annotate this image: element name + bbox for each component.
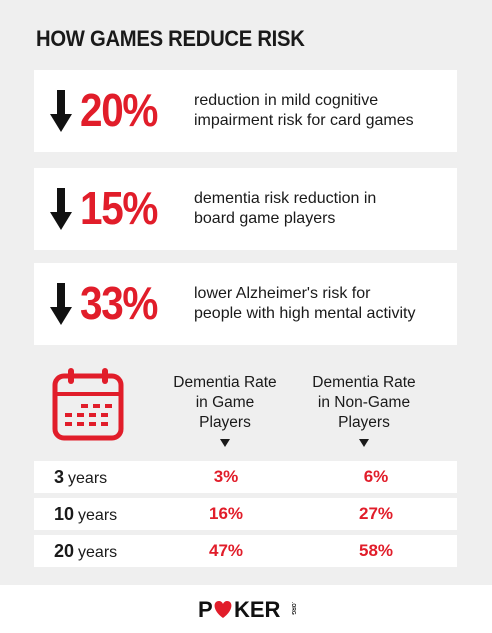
poker-org-logo[interactable]: P KER .ORG (0, 596, 492, 622)
column-header-line: Dementia Rate (312, 374, 416, 391)
logo-suffix: .ORG (290, 602, 296, 615)
page-title: HOW GAMES REDUCE RISK (36, 26, 305, 51)
stat-description-line: impairment risk for card games (194, 112, 414, 129)
cell-non-game-rate: 58% (358, 541, 394, 560)
stat-card-cognitive: 20% reduction in mild cognitive impairme… (34, 70, 457, 152)
row-period-unit: years (68, 470, 108, 487)
cell-non-game-rate: 6% (363, 467, 389, 486)
column-header-line: Players (338, 414, 390, 431)
infographic-panel: HOW GAMES REDUCE RISK 20% reduction in m… (0, 0, 492, 585)
stat-value: 20% (80, 84, 158, 136)
logo-mark: P KER .ORG (198, 597, 296, 622)
triangle-down-icon (220, 439, 230, 447)
stat-description-line: reduction in mild cognitive (194, 92, 379, 109)
column-header-non-game-players: Dementia Rate in Non-Game Players (289, 373, 439, 447)
column-header-game-players: Dementia Rate in Game Players (150, 373, 300, 447)
row-period-number: 3 (54, 467, 65, 487)
row-period: 3 years (54, 467, 107, 489)
column-header-line: in Game (195, 394, 255, 411)
stat-value: 33% (80, 277, 158, 329)
stat-description-line: board game players (194, 210, 336, 227)
cell-non-game-rate: 27% (358, 504, 394, 523)
cell-game-rate: 47% (208, 541, 244, 560)
calendar-icon (52, 368, 124, 441)
heart-icon (214, 601, 232, 618)
column-header-line: Players (199, 414, 251, 431)
stat-card-dementia: 15% dementia risk reduction in board gam… (34, 168, 457, 250)
stat-card-alzheimers: 33% lower Alzheimer's risk for people wi… (34, 263, 457, 345)
stat-value: 15% (80, 182, 158, 234)
arrow-down-icon (50, 283, 72, 325)
column-header-line: Dementia Rate (173, 374, 277, 391)
logo-letters-ker: KER (234, 597, 281, 622)
table-row: 10 years 16% 27% (34, 498, 457, 530)
row-period-unit: years (78, 544, 118, 561)
arrow-down-icon (50, 90, 72, 132)
row-period-number: 20 (54, 541, 75, 561)
cell-game-rate: 16% (208, 504, 244, 523)
stat-description: reduction in mild cognitive impairment r… (194, 91, 454, 131)
row-period: 10 years (54, 504, 117, 526)
triangle-down-icon (359, 439, 369, 447)
arrow-down-icon (50, 188, 72, 230)
stat-description: dementia risk reduction in board game pl… (194, 189, 454, 229)
table-row: 3 years 3% 6% (34, 461, 457, 493)
row-period-number: 10 (54, 504, 75, 524)
stat-description: lower Alzheimer's risk for people with h… (194, 284, 454, 324)
stat-description-line: dementia risk reduction in (194, 190, 377, 207)
cell-game-rate: 3% (213, 467, 239, 486)
row-period: 20 years (54, 541, 117, 563)
row-period-unit: years (78, 507, 118, 524)
stat-description-line: people with high mental activity (194, 305, 416, 322)
logo-letter-p: P (198, 597, 213, 622)
column-header-line: in Non-Game (317, 394, 411, 411)
stat-description-line: lower Alzheimer's risk for (194, 285, 371, 302)
table-row: 20 years 47% 58% (34, 535, 457, 567)
